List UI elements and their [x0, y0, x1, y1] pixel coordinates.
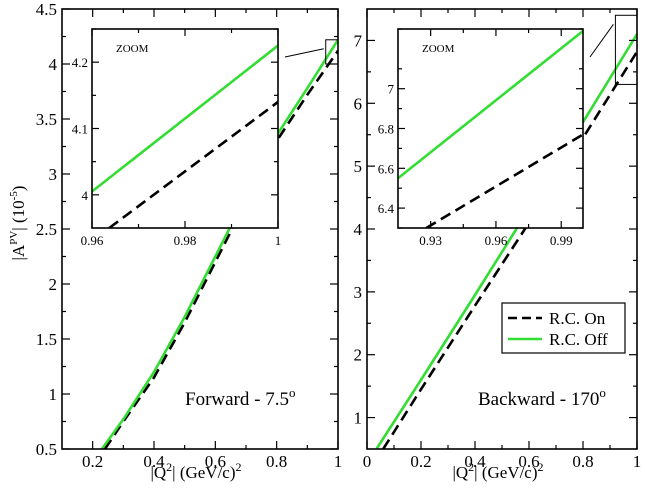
y-tick-label-right: 4	[354, 220, 363, 239]
y-tick-label-left: 4.5	[36, 0, 57, 19]
legend-box	[501, 302, 626, 354]
x-axis-label-sup: 2	[236, 460, 242, 474]
zoom-region-box-right	[614, 14, 638, 85]
inset-x-tick-label: 0.98	[174, 233, 197, 248]
x-tick-label-left: 1	[334, 452, 343, 471]
zoom-connector-right	[589, 23, 614, 58]
inset-left: 0.96 0.98 1 4 4.1 4.2 ZOOM	[72, 28, 282, 248]
inset-x-tick-label: 0.96	[485, 233, 508, 248]
x-tick-label-right: 0	[363, 452, 372, 471]
inset-zoom-label: ZOOM	[116, 43, 149, 55]
x-axis-label-part: | (GeV/c)	[172, 463, 235, 482]
inset-y-tick-label: 6.8	[378, 122, 394, 137]
inset-y-tick-label: 4.1	[72, 122, 88, 137]
legend: R.C. On R.C. Off	[501, 302, 626, 354]
inset-x-tick-label: 0.99	[550, 233, 573, 248]
y-tick-label-left: 4	[49, 55, 58, 74]
y-tick-label-left: 3.5	[36, 110, 57, 129]
y-axis-label-part: |A	[9, 244, 28, 260]
y-tick-label-left: 0.5	[36, 440, 57, 459]
inset-y-tick-label: 7	[388, 82, 395, 97]
inset-series-line-right-rc-off	[398, 29, 583, 180]
y-tick-label-right: 1	[354, 409, 363, 428]
y-tick-label-right: 6	[354, 94, 363, 113]
annotation-text: Forward - 7.5	[185, 389, 289, 410]
panel-annotation-left: Forward - 7.5o	[185, 385, 295, 410]
x-tick-label-right: 0.4	[464, 452, 486, 471]
x-tick-label-left: 0.2	[82, 452, 103, 471]
y-axis-label-part: )	[9, 186, 28, 192]
y-axis-label: |APV| (10-5)	[8, 186, 28, 261]
series-line-left-rc-off	[100, 39, 338, 449]
x-tick-label-left: 0.4	[143, 452, 165, 471]
y-tick-label-right: 5	[354, 157, 363, 176]
panel-annotation-right: Backward - 170o	[478, 385, 606, 410]
y-tick-label-right: 2	[354, 346, 363, 365]
y-tick-label-left: 1.5	[36, 330, 57, 349]
inset-zoom-label: ZOOM	[422, 43, 455, 55]
series-line-right-rc-off	[375, 33, 637, 449]
inset-background	[92, 29, 278, 228]
x-axis-label-part: |Q	[452, 463, 468, 482]
inset-x-tick-label: 0.96	[81, 233, 104, 248]
zoom-connector-left	[284, 48, 324, 58]
y-tick-label-left: 1	[49, 385, 58, 404]
x-axis-label-part: |Q	[150, 463, 166, 482]
x-tick-label-right: 0.2	[410, 452, 431, 471]
series-line-right-rc-on	[382, 51, 637, 449]
inset-series-line-left-rc-off	[92, 44, 278, 193]
x-axis-label-sup: 2	[468, 460, 474, 474]
y-axis-label-part: | (10	[9, 200, 28, 230]
legend-label: R.C. Off	[549, 330, 608, 349]
inset-y-tick-label: 6.6	[378, 161, 395, 176]
annotation-text: Backward - 170	[478, 389, 599, 410]
inset-x-tick-label: 0.93	[419, 233, 442, 248]
zoom-region-box-left	[325, 39, 339, 65]
inset-x-tick-label: 1	[275, 233, 282, 248]
y-tick-label-left: 2	[49, 275, 58, 294]
y-tick-label-left: 3	[49, 165, 58, 184]
x-tick-label-left: 0.8	[266, 452, 287, 471]
x-axis-label-sup: 2	[166, 460, 172, 474]
annotation-degree: o	[599, 385, 606, 400]
x-tick-label-left: 0.6	[205, 452, 226, 471]
y-axis-label-sup: -5	[8, 191, 20, 201]
inset-series-line-left-rc-on	[108, 100, 278, 228]
x-axis-label-part: | (GeV/c)	[474, 463, 537, 482]
inset-right: 0.93 0.96 0.99 6.4 6.6 6.8 7 ZOOM	[378, 28, 584, 248]
x-tick-label-right: 1	[633, 452, 642, 471]
y-tick-label-left: 2.5	[36, 220, 57, 239]
x-axis-label-right: |Q2| (GeV/c)2	[452, 460, 543, 482]
legend-label: R.C. On	[549, 309, 606, 328]
y-tick-label-right: 7	[354, 31, 363, 50]
inset-y-tick-label: 4	[82, 188, 89, 203]
x-tick-label-right: 0.8	[572, 452, 593, 471]
y-tick-label-right: 3	[354, 283, 363, 302]
x-tick-label-right: 0.6	[518, 452, 539, 471]
inset-y-tick-label: 6.4	[378, 201, 395, 216]
annotation-degree: o	[289, 385, 296, 400]
inset-series-line-right-rc-on	[425, 133, 583, 228]
inset-y-tick-label: 4.2	[72, 55, 88, 70]
panel-left: 0.2 0.4 0.6 0.8 10.511.522.533.544.5|Q2| (Ge…	[8, 0, 342, 482]
inset-background	[398, 29, 583, 228]
x-axis-label-left: |Q2| (GeV/c)2	[150, 460, 241, 482]
x-axis-label-sup: 2	[538, 460, 544, 474]
y-axis-label-sup: PV	[8, 231, 20, 245]
